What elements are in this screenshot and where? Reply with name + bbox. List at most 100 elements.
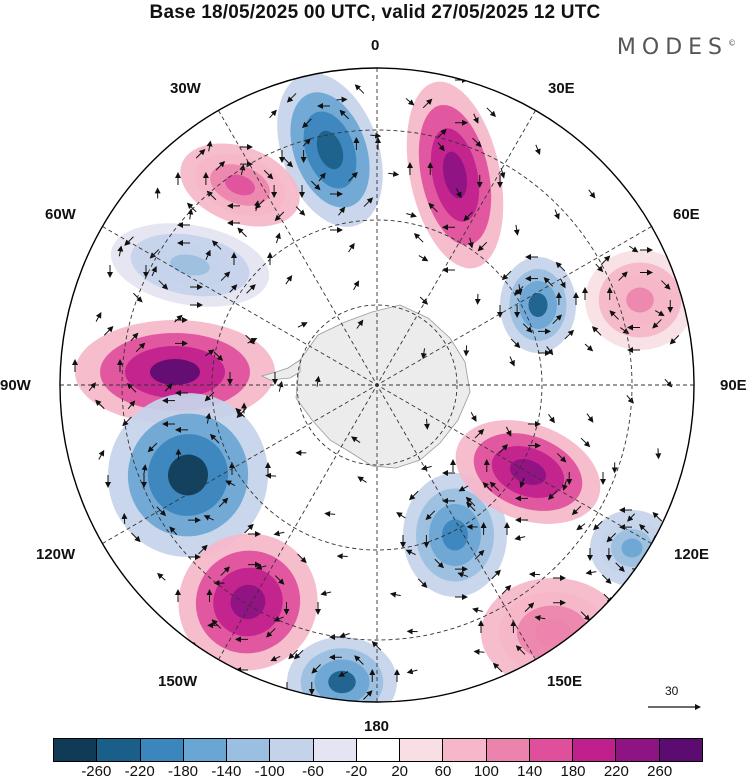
colorbar-tick-label: -180 [167, 763, 199, 780]
negative-anomaly-contour [170, 254, 210, 276]
colorbar-swatch [54, 739, 98, 761]
lon-label-90w: 90W [0, 377, 31, 394]
wind-vector-arrow [203, 515, 214, 521]
wind-vector-arrow [420, 464, 432, 471]
colorbar-swatch [183, 739, 228, 761]
wind-vector-arrow [588, 189, 596, 199]
wind-vector-arrow [147, 442, 158, 453]
wind-vector-arrow [626, 395, 634, 404]
wind-vector-arrow [467, 237, 474, 249]
wind-vector-arrow [522, 323, 533, 333]
wind-vector-arrow [205, 249, 211, 260]
wind-vector-arrow [354, 655, 364, 665]
negative-anomaly-contour [167, 454, 209, 496]
streamline-layer [72, 68, 694, 702]
lon-label-150w: 150W [158, 673, 198, 690]
wind-vector-arrow [492, 662, 503, 673]
wind-vector-arrow [98, 449, 105, 460]
lon-label-120w: 120W [36, 546, 76, 563]
colorbar-swatch [573, 739, 617, 761]
wind-vector-arrow [164, 383, 173, 392]
wind-vector-arrow [576, 523, 586, 531]
wind-vector-arrow [413, 232, 424, 243]
wind-vector-arrow [198, 544, 208, 555]
wind-vector-arrow [351, 436, 361, 443]
wind-vector-arrow [244, 523, 254, 534]
colorbar-tick-label: 220 [603, 763, 629, 780]
wind-vector-arrow [559, 278, 566, 289]
colorbar-swatch [356, 739, 401, 761]
wind-vector-arrow [265, 472, 277, 479]
wind-vector-arrow [270, 655, 281, 662]
wind-vector-arrow [425, 510, 436, 521]
wind-vector-arrow [288, 649, 298, 660]
wind-vector-arrow [135, 342, 146, 353]
wind-vector-arrow [472, 137, 482, 148]
colorbar-swatch [140, 739, 184, 761]
wind-vector-arrow [547, 490, 558, 500]
colorbar-swatch [97, 739, 141, 761]
colorbar-tick-label: -60 [302, 763, 324, 780]
wind-vector-arrow [277, 380, 284, 392]
colorbar [53, 738, 703, 762]
wind-vector-arrow [516, 284, 523, 296]
wind-vector-arrow [678, 264, 689, 274]
wind-vector-arrow [457, 572, 469, 578]
wind-vector-arrow [320, 699, 330, 702]
colorbar-tick-label: 20 [391, 763, 408, 780]
wind-vector-arrow [652, 319, 662, 329]
wind-vector-arrow [356, 319, 364, 329]
wind-vector-arrow [255, 564, 267, 570]
wind-vector-arrow [348, 242, 355, 253]
colorbar-labels: -260 -220 -180 -140 -100 -60 -20 20 60 100 140 180 2… [0, 763, 750, 783]
wind-vector-arrow [463, 211, 473, 222]
wind-vector-arrow [405, 98, 415, 106]
wind-vector-arrow [370, 132, 382, 139]
colorbar-tick-label: -20 [345, 763, 368, 780]
colorbar-tick-label: 100 [473, 763, 499, 780]
wind-vector-arrow [669, 335, 680, 345]
wind-vector-arrow [586, 413, 594, 423]
wind-vector-arrow [205, 412, 212, 424]
wind-vector-arrow [437, 142, 445, 152]
wind-vector-arrow [213, 351, 224, 361]
wind-vector-arrow [274, 575, 285, 585]
positive-anomaly-contour [626, 287, 654, 313]
wind-vector-arrow [218, 497, 229, 508]
wind-vector-arrow [406, 668, 418, 675]
wind-vector-arrow [283, 157, 294, 168]
wind-vector-arrow [465, 496, 476, 507]
wind-vector-arrow [318, 172, 326, 182]
wind-vector-arrow [601, 574, 612, 585]
wind-vector-arrow [654, 310, 665, 317]
wind-vector-arrow [571, 505, 582, 516]
wind-vector-arrow [419, 296, 429, 305]
wind-vector-arrow [124, 236, 134, 246]
wind-vector-arrow [286, 93, 297, 103]
colorbar-swatch [616, 739, 660, 761]
colorbar-tick-label: 180 [560, 763, 586, 780]
wind-vector-arrow [215, 161, 226, 171]
wind-vector-arrow [95, 399, 105, 410]
lon-label-180: 180 [364, 718, 390, 735]
wind-vector-arrow [285, 275, 293, 285]
wind-vector-arrow [554, 209, 560, 220]
wind-vector-arrow [534, 144, 541, 155]
wind-vector-arrow [509, 356, 515, 367]
wind-vector-arrow [417, 578, 428, 589]
wind-vector-arrow [501, 584, 512, 595]
wind-vector-arrow [652, 511, 663, 522]
wind-vector-arrow [204, 391, 215, 402]
wind-vector-arrow [273, 530, 285, 537]
positive-anomaly-contour [225, 174, 255, 196]
wind-vector-arrow [338, 206, 346, 216]
lon-label-120e: 120E [674, 546, 710, 563]
brand-text: MODES [616, 35, 728, 60]
polar-stereographic-map [59, 67, 701, 710]
wind-vector-arrow [580, 611, 591, 621]
wind-vector-arrow [235, 407, 245, 418]
wind-vector-arrow [127, 400, 136, 410]
wind-vector-arrow [131, 532, 141, 543]
wind-vector-arrow [534, 614, 546, 621]
wind-vector-arrow [543, 277, 554, 287]
